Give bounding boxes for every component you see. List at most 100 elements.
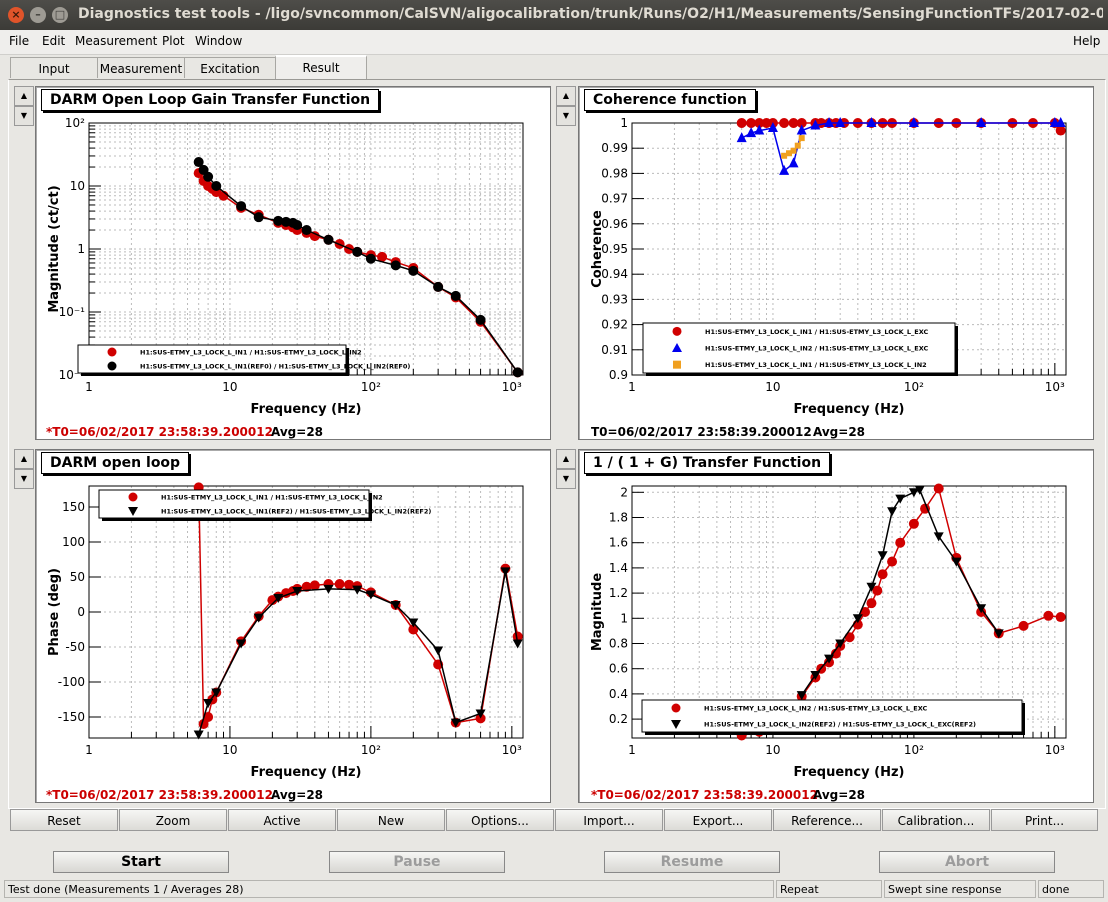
- tab-result[interactable]: Result: [275, 55, 367, 80]
- panel1-down-button[interactable]: ▼: [14, 106, 34, 126]
- y-tick-label: -150: [58, 710, 85, 724]
- menu-edit[interactable]: Edit: [42, 34, 66, 48]
- data-point: [767, 122, 778, 133]
- x-tick-label: 10²: [904, 380, 924, 394]
- data-point: [788, 118, 799, 128]
- data-point: [951, 557, 962, 567]
- data-point: [908, 518, 919, 529]
- data-point: [895, 494, 906, 504]
- tab-excitation[interactable]: Excitation: [184, 57, 276, 78]
- menu-help[interactable]: Help: [1073, 34, 1101, 48]
- timestamp: *T0=06/02/2017 23:58:39.200012: [591, 788, 818, 802]
- panel4-down-button[interactable]: ▼: [556, 469, 576, 489]
- data-point: [193, 730, 204, 740]
- data-point: [976, 117, 987, 127]
- print-button[interactable]: Print...: [991, 809, 1098, 831]
- data-point: [334, 579, 345, 589]
- menu-file[interactable]: File: [9, 34, 30, 48]
- average-count: Avg=28: [813, 425, 866, 439]
- reset-button[interactable]: Reset: [10, 809, 118, 831]
- x-tick-label: 10²: [361, 380, 381, 394]
- y-tick-label: 0.91: [601, 343, 628, 357]
- zoom-button[interactable]: Zoom: [119, 809, 227, 831]
- y-tick-label: 0.97: [601, 192, 628, 206]
- status-mode: Swept sine response: [884, 880, 1036, 898]
- coherence-panel[interactable]: 1 10 10² 10³ 0.9 0.91 0.92 0.93 0.94 0.95 0.96 0.97…: [578, 86, 1094, 440]
- data-point: [500, 567, 511, 577]
- y-tick-label: 0.94: [601, 267, 628, 281]
- data-point: [273, 594, 284, 603]
- data-point: [390, 260, 401, 271]
- y-tick-label: 1.6: [609, 536, 628, 550]
- pause-button[interactable]: Pause: [329, 851, 505, 873]
- data-point: [253, 613, 264, 623]
- x-tick-label: 10²: [361, 743, 381, 757]
- open-loop-phase-plot[interactable]: 1 10 10² 10³ -150 -100 -50 0 50 100 150 Frequency (…: [36, 450, 550, 802]
- data-point: [877, 569, 888, 580]
- data-point: [1055, 125, 1066, 136]
- tab-input[interactable]: Input: [10, 57, 98, 78]
- x-tick-label: 10³: [1045, 743, 1065, 757]
- y-tick-label: 0.99: [601, 141, 628, 155]
- reference-button[interactable]: Reference...: [773, 809, 881, 831]
- y-axis-label: Magnitude: [590, 573, 605, 652]
- maximize-window-button[interactable]: □: [52, 7, 68, 23]
- x-tick-label: 1: [628, 380, 636, 394]
- active-button[interactable]: Active: [228, 809, 336, 831]
- panel3-down-button[interactable]: ▼: [14, 469, 34, 489]
- panel2-up-button[interactable]: ▲: [556, 86, 576, 106]
- series-1: [193, 157, 523, 378]
- open-loop-gain-panel[interactable]: 1 10 10² 10³ 10⁻² 10⁻¹ 1 10 10² Frequency (Hz) Mag…: [35, 86, 551, 440]
- data-point: [908, 488, 919, 498]
- x-tick-label: 1: [85, 380, 93, 394]
- calibration-button[interactable]: Calibration...: [882, 809, 990, 831]
- start-button[interactable]: Start: [53, 851, 229, 873]
- data-point: [887, 556, 898, 567]
- x-tick-label: 1: [85, 743, 93, 757]
- x-axis-label: Frequency (Hz): [251, 765, 362, 780]
- plot-button-row: Reset Zoom Active New Options... Import.…: [10, 809, 1098, 833]
- y-axis-label: Coherence: [590, 210, 605, 288]
- data-point: [976, 604, 987, 614]
- closed-loop-panel[interactable]: 1 10 10² 10³ 0.2 0.4 0.6 0.8 1 1.2 1.4 1.6 1.8 2 Frequ…: [578, 449, 1094, 803]
- title-bar: × – □ Diagnostics test tools - /ligo/svn…: [0, 0, 1108, 30]
- window-title: Diagnostics test tools - /ligo/svncommon…: [78, 6, 1103, 22]
- data-point: [908, 117, 919, 127]
- y-axis-label: Phase (deg): [47, 568, 62, 656]
- panel3-up-button[interactable]: ▲: [14, 449, 34, 469]
- legend-box: [641, 699, 1023, 733]
- data-point: [1055, 117, 1066, 127]
- data-point: [794, 142, 801, 149]
- closed-loop-plot[interactable]: 1 10 10² 10³ 0.2 0.4 0.6 0.8 1 1.2 1.4 1.6 1.8 2 Frequ…: [579, 450, 1093, 802]
- panel4-up-button[interactable]: ▲: [556, 449, 576, 469]
- data-point: [211, 688, 222, 698]
- data-point: [390, 601, 401, 610]
- close-window-button[interactable]: ×: [8, 7, 24, 23]
- minimize-window-button[interactable]: –: [30, 7, 46, 23]
- y-tick-label: 2: [620, 485, 628, 499]
- x-tick-label: 10: [765, 743, 780, 757]
- options-button[interactable]: Options...: [446, 809, 554, 831]
- x-axis-label: Frequency (Hz): [794, 765, 905, 780]
- data-point: [754, 118, 765, 128]
- legend-marker: [672, 326, 682, 336]
- menu-measurement[interactable]: Measurement: [75, 34, 158, 48]
- new-button[interactable]: New: [337, 809, 445, 831]
- data-point: [450, 718, 461, 728]
- resume-button[interactable]: Resume: [604, 851, 780, 873]
- menu-plot[interactable]: Plot: [162, 34, 185, 48]
- panel1-up-button[interactable]: ▲: [14, 86, 34, 106]
- data-point: [866, 117, 877, 127]
- data-point: [781, 152, 788, 159]
- export-button[interactable]: Export...: [664, 809, 772, 831]
- panel2-down-button[interactable]: ▼: [556, 106, 576, 126]
- coherence-plot[interactable]: 1 10 10² 10³ 0.9 0.91 0.92 0.93 0.94 0.95 0.96 0.97…: [579, 87, 1093, 439]
- abort-button[interactable]: Abort: [879, 851, 1055, 873]
- import-button[interactable]: Import...: [555, 809, 663, 831]
- menu-window[interactable]: Window: [195, 34, 243, 48]
- tab-measurement[interactable]: Measurement: [97, 57, 185, 78]
- open-loop-phase-panel[interactable]: 1 10 10² 10³ -150 -100 -50 0 50 100 150 Frequency (…: [35, 449, 551, 803]
- x-tick-label: 10: [222, 743, 237, 757]
- data-point: [512, 631, 523, 642]
